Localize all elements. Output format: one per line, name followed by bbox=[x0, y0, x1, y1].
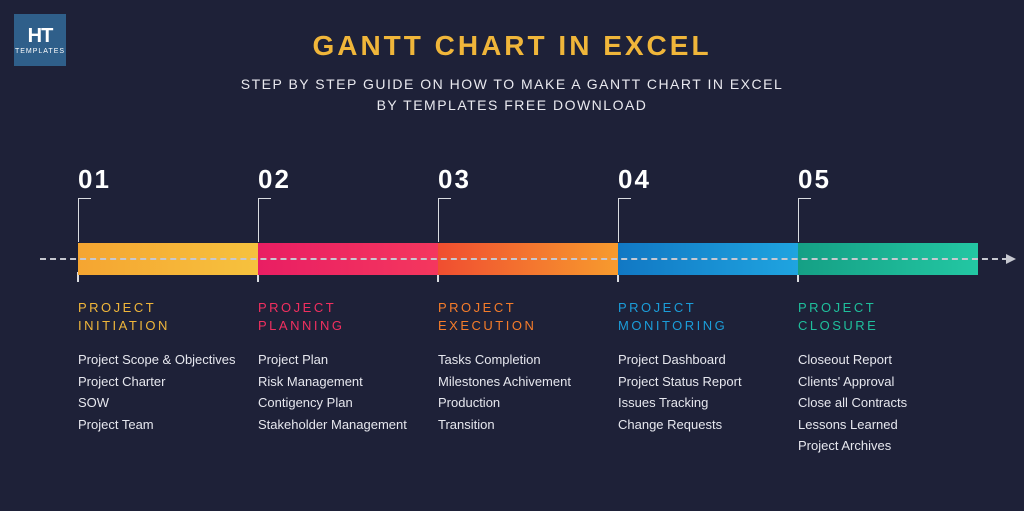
phase-item: Project Team bbox=[78, 414, 236, 435]
phase-col-03: PROJECT EXECUTION Tasks CompletionMilest… bbox=[438, 299, 618, 457]
arrow-head-icon bbox=[1006, 254, 1016, 264]
page-title: GANTT CHART IN EXCEL bbox=[0, 0, 1024, 62]
step-number-02: 02 bbox=[258, 164, 438, 195]
phase-items: Project Scope & ObjectivesProject Charte… bbox=[78, 349, 236, 435]
phase-title: PROJECT PLANNING bbox=[258, 299, 416, 335]
phase-item: Lessons Learned bbox=[798, 414, 956, 435]
phase-col-01: PROJECT INITIATION Project Scope & Objec… bbox=[78, 299, 258, 457]
phase-columns: PROJECT INITIATION Project Scope & Objec… bbox=[78, 299, 984, 457]
phase-item: Contigency Plan bbox=[258, 392, 416, 413]
phase-item: Project Plan bbox=[258, 349, 416, 370]
phase-items: Closeout ReportClients' ApprovalClose al… bbox=[798, 349, 956, 456]
phase-title: PROJECT EXECUTION bbox=[438, 299, 596, 335]
logo-text-bottom: TEMPLATES bbox=[15, 48, 65, 55]
phase-item: Project Dashboard bbox=[618, 349, 776, 370]
logo-text-top: HT bbox=[28, 26, 53, 46]
step-number-05: 05 bbox=[798, 164, 978, 195]
phase-item: Production bbox=[438, 392, 596, 413]
timeline: 01 02 03 04 05 bbox=[78, 164, 984, 457]
subtitle-line-2: BY TEMPLATES FREE DOWNLOAD bbox=[377, 97, 648, 113]
phase-item: Clients' Approval bbox=[798, 371, 956, 392]
phase-item: Project Scope & Objectives bbox=[78, 349, 236, 370]
pointer-icon bbox=[258, 198, 271, 242]
step-number-label: 01 bbox=[78, 164, 111, 194]
step-number-label: 05 bbox=[798, 164, 831, 194]
phase-item: Project Status Report bbox=[618, 371, 776, 392]
subtitle-line-1: STEP BY STEP GUIDE ON HOW TO MAKE A GANT… bbox=[241, 76, 784, 92]
phase-item: Close all Contracts bbox=[798, 392, 956, 413]
phase-item: Project Charter bbox=[78, 371, 236, 392]
phase-title: PROJECT INITIATION bbox=[78, 299, 236, 335]
step-number-label: 03 bbox=[438, 164, 471, 194]
phase-col-05: PROJECT CLOSURE Closeout ReportClients' … bbox=[798, 299, 978, 457]
step-numbers-row: 01 02 03 04 05 bbox=[78, 164, 984, 195]
dashed-axis-line bbox=[40, 258, 1008, 260]
step-number-label: 04 bbox=[618, 164, 651, 194]
phase-col-02: PROJECT PLANNING Project PlanRisk Manage… bbox=[258, 299, 438, 457]
step-number-04: 04 bbox=[618, 164, 798, 195]
phase-items: Tasks CompletionMilestones AchivementPro… bbox=[438, 349, 596, 435]
phase-item: Tasks Completion bbox=[438, 349, 596, 370]
phase-item: Stakeholder Management bbox=[258, 414, 416, 435]
phase-item: SOW bbox=[78, 392, 236, 413]
step-number-03: 03 bbox=[438, 164, 618, 195]
phase-items: Project PlanRisk ManagementContigency Pl… bbox=[258, 349, 416, 435]
phase-col-04: PROJECT MONITORING Project DashboardProj… bbox=[618, 299, 798, 457]
phase-item: Project Archives bbox=[798, 435, 956, 456]
phase-item: Change Requests bbox=[618, 414, 776, 435]
phase-title: PROJECT CLOSURE bbox=[798, 299, 956, 335]
step-number-label: 02 bbox=[258, 164, 291, 194]
logo-badge: HT TEMPLATES bbox=[14, 14, 66, 66]
phase-item: Milestones Achivement bbox=[438, 371, 596, 392]
step-number-01: 01 bbox=[78, 164, 258, 195]
timeline-bar bbox=[78, 243, 984, 275]
phase-items: Project DashboardProject Status ReportIs… bbox=[618, 349, 776, 435]
pointer-icon bbox=[798, 198, 811, 242]
phase-item: Closeout Report bbox=[798, 349, 956, 370]
pointer-icon bbox=[618, 198, 631, 242]
page-subtitle: STEP BY STEP GUIDE ON HOW TO MAKE A GANT… bbox=[0, 74, 1024, 116]
pointer-icon bbox=[78, 198, 91, 242]
phase-item: Transition bbox=[438, 414, 596, 435]
phase-item: Issues Tracking bbox=[618, 392, 776, 413]
phase-item: Risk Management bbox=[258, 371, 416, 392]
pointer-icon bbox=[438, 198, 451, 242]
phase-title: PROJECT MONITORING bbox=[618, 299, 776, 335]
